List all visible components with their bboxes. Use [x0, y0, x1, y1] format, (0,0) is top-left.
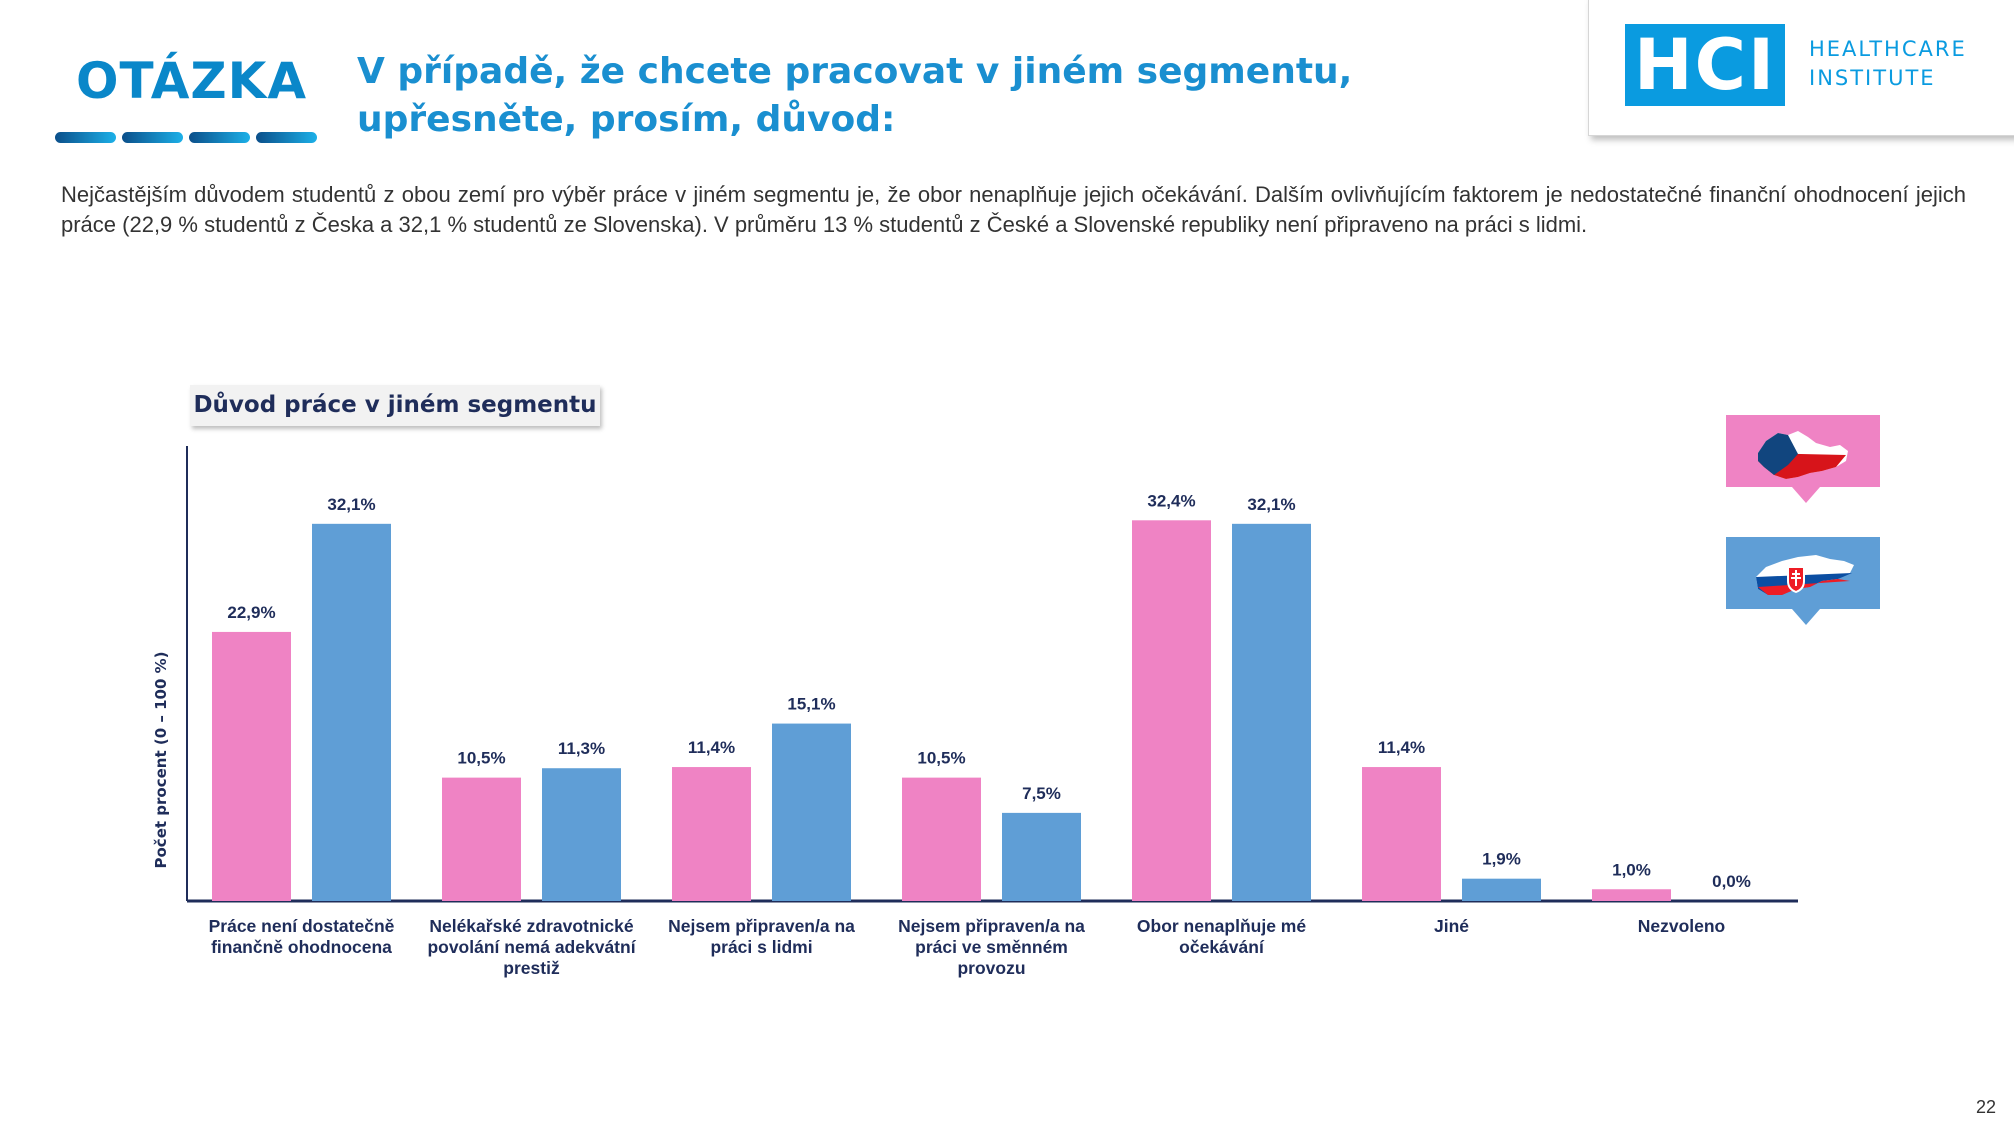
- x-tick-label: provozu: [957, 958, 1025, 978]
- data-label: 11,4%: [1378, 738, 1425, 757]
- logo-wordmark: HEALTHCARE INSTITUTE: [1809, 35, 1967, 93]
- data-label: 11,3%: [558, 739, 605, 758]
- x-tick-label: povolání nemá adekvátní: [427, 937, 636, 957]
- section-label-underline: [55, 132, 317, 143]
- data-label: 7,5%: [1022, 784, 1061, 803]
- legend-czech: [1726, 415, 1880, 503]
- x-tick-label: očekávání: [1179, 937, 1265, 957]
- data-label: 10,5%: [917, 749, 965, 768]
- x-tick-label: práci s lidmi: [710, 937, 812, 957]
- bar: [1362, 767, 1441, 901]
- bar: [1232, 523, 1311, 901]
- bar: [902, 777, 981, 901]
- chart-title-box: Důvod práce v jiném segmentu: [190, 385, 600, 426]
- logo-line-1: HEALTHCARE: [1809, 37, 1967, 61]
- bar: [542, 768, 621, 901]
- underline-bar: [256, 132, 317, 143]
- logo-mark: HCI: [1625, 24, 1785, 106]
- x-tick-label: práci ve směnném: [915, 937, 1068, 957]
- data-label: 22,9%: [227, 603, 275, 622]
- bar: [212, 631, 291, 901]
- x-tick-label: prestiž: [503, 958, 560, 978]
- underline-bar: [122, 132, 183, 143]
- data-label: 32,4%: [1147, 491, 1195, 510]
- intro-paragraph: Nejčastějším důvodem studentů z obou zem…: [61, 182, 1966, 237]
- x-tick-label: Nelékařské zdravotnické: [429, 916, 634, 936]
- question-title: V případě, že chcete pracovat v jiném se…: [357, 51, 1353, 140]
- bar: [672, 767, 751, 901]
- x-tick-label: Obor nenaplňuje mé: [1137, 916, 1306, 936]
- chart-title: Důvod práce v jiném segmentu: [193, 392, 597, 418]
- bar: [442, 777, 521, 901]
- data-label: 1,9%: [1482, 850, 1521, 869]
- bar: [1132, 520, 1211, 901]
- slovakia-map-icon: [1756, 555, 1854, 595]
- data-label: 0,0%: [1712, 872, 1751, 891]
- legend-pointer: [1792, 609, 1820, 625]
- czech-republic-map-icon: [1758, 431, 1848, 479]
- data-label: 10,5%: [457, 749, 505, 768]
- page-number: 22: [1976, 1097, 1997, 1117]
- x-tick-label: Nezvoleno: [1638, 916, 1726, 936]
- bar: [772, 723, 851, 901]
- bar: [312, 523, 391, 901]
- data-label: 32,1%: [1247, 495, 1295, 514]
- bar: [1592, 889, 1671, 901]
- x-tick-label: Jiné: [1434, 916, 1469, 936]
- legend-slovakia: [1726, 537, 1880, 625]
- y-axis-label: Počet procent (0 – 100 %): [152, 652, 170, 869]
- data-label: 15,1%: [787, 695, 835, 714]
- x-tick-label: Nejsem připraven/a na: [668, 916, 855, 936]
- bar: [1462, 878, 1541, 901]
- logo-line-2: INSTITUTE: [1809, 66, 1936, 90]
- data-label: 1,0%: [1612, 860, 1651, 879]
- legend-pointer: [1792, 487, 1820, 503]
- underline-bar: [189, 132, 250, 143]
- x-tick-label: Nejsem připraven/a na: [898, 916, 1085, 936]
- data-label: 11,4%: [688, 738, 735, 757]
- x-tick-label: Práce není dostatečně: [209, 916, 395, 936]
- section-label: OTÁZKA: [76, 52, 308, 110]
- bar: [1002, 812, 1081, 901]
- x-tick-label: finančně ohodnocena: [211, 937, 392, 957]
- hci-logo: HCI HEALTHCARE INSTITUTE: [1588, 0, 2014, 136]
- underline-bar: [55, 132, 116, 143]
- data-label: 32,1%: [327, 495, 375, 514]
